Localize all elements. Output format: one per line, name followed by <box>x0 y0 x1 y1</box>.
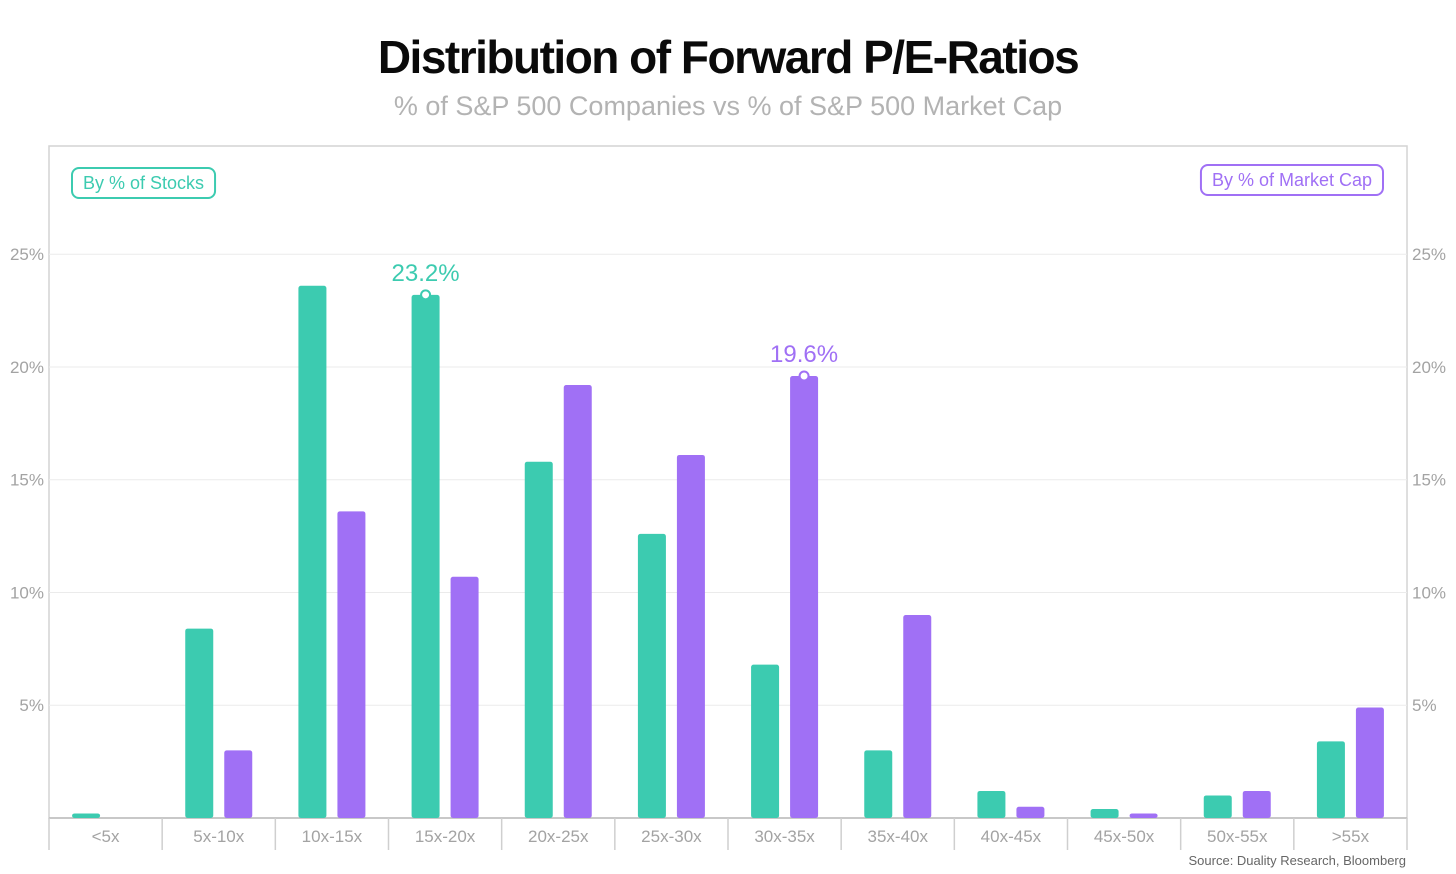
y-tick-label-right: 15% <box>1412 471 1446 490</box>
x-tick-label: 45x-50x <box>1094 827 1155 846</box>
x-tick-label: 40x-45x <box>981 827 1042 846</box>
bar-stocks <box>72 813 101 818</box>
bar-market-cap <box>337 511 366 818</box>
highlight-marker <box>420 289 432 301</box>
legend-label: By % of Market Cap <box>1212 170 1372 190</box>
legend-stocks: By % of Stocks <box>71 167 217 199</box>
legend-stocks-box <box>71 167 217 199</box>
bar-stocks <box>1090 808 1119 818</box>
x-tick-label: >55x <box>1332 827 1370 846</box>
bar-stocks <box>298 285 327 818</box>
bar-stocks <box>524 461 553 818</box>
bar-stocks <box>1203 795 1232 818</box>
y-tick-label-left: 10% <box>10 583 44 602</box>
bar-market-cap <box>450 576 479 818</box>
bar-market-cap <box>1016 806 1045 818</box>
bar-market-cap <box>1129 813 1158 818</box>
bar-stocks <box>977 790 1006 818</box>
highlight-marker <box>798 370 810 382</box>
bar-market-cap <box>1355 707 1384 818</box>
x-tick-label: 10x-15x <box>302 827 363 846</box>
bar-stocks <box>864 750 893 818</box>
y-tick-label-left: 15% <box>10 471 44 490</box>
x-tick-label: <5x <box>92 827 120 846</box>
chart-title: Distribution of Forward P/E-Ratios <box>377 31 1080 83</box>
y-tick-label-right: 10% <box>1412 583 1446 602</box>
source-note: Source: Duality Research, Bloomberg <box>1188 853 1407 868</box>
legend-label: By % of Stocks <box>83 173 204 193</box>
bar-market-cap <box>903 615 932 818</box>
bar-stocks <box>1316 741 1345 818</box>
bar-market-cap <box>1242 790 1271 818</box>
x-tick-label: 35x-40x <box>868 827 929 846</box>
y-tick-label-left: 5% <box>19 696 44 715</box>
y-tick-label-right: 25% <box>1412 245 1446 264</box>
bar-market-cap <box>790 376 819 818</box>
y-tick-label-right: 5% <box>1412 696 1437 715</box>
y-tick-label-left: 20% <box>10 358 44 377</box>
x-tick-label: 30x-35x <box>754 827 815 846</box>
bar-stocks <box>411 294 440 818</box>
x-tick-label: 50x-55x <box>1207 827 1268 846</box>
legend-market-cap: By % of Market Cap <box>1199 164 1384 196</box>
x-tick-label: 15x-20x <box>415 827 476 846</box>
plot-frame <box>48 145 1408 819</box>
chart-subtitle: % of S&P 500 Companies vs % of S&P 500 M… <box>393 91 1063 121</box>
y-tick-label-right: 20% <box>1412 358 1446 377</box>
bar-stocks <box>637 533 666 818</box>
bar-market-cap <box>224 750 253 818</box>
bar-stocks <box>185 628 214 818</box>
bar-market-cap <box>676 454 705 818</box>
highlight-data-label: 19.6% <box>770 341 838 368</box>
bar-market-cap <box>563 385 592 818</box>
legend-market-cap-box <box>1199 164 1384 196</box>
x-tick-label: 20x-25x <box>528 827 589 846</box>
x-tick-label: 25x-30x <box>641 827 702 846</box>
highlight-data-label: 23.2% <box>392 260 460 287</box>
bar-stocks <box>751 664 780 818</box>
y-tick-label-left: 25% <box>10 245 44 264</box>
x-tick-label: 5x-10x <box>193 827 245 846</box>
